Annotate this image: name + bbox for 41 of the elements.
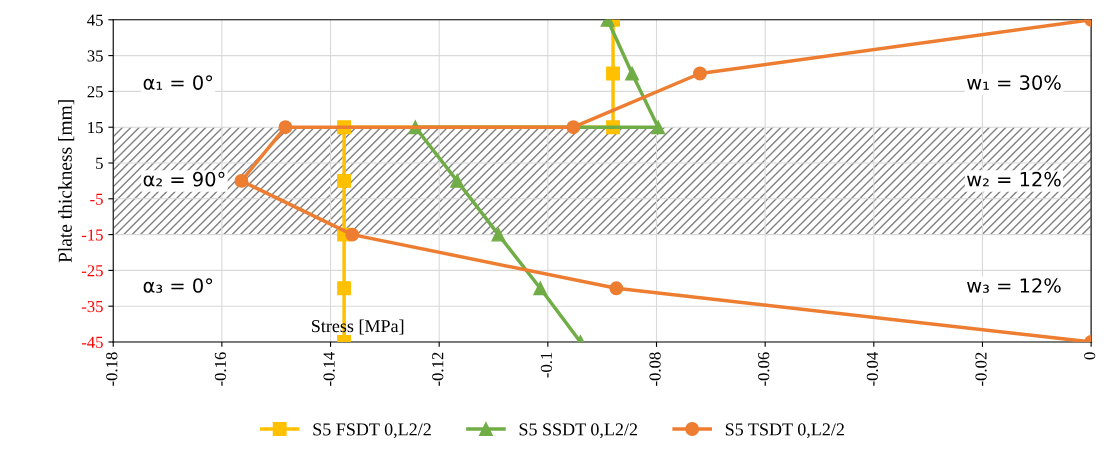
x-tick-label: -0.12 bbox=[432, 352, 444, 386]
x-tick-label: -0.14 bbox=[323, 351, 335, 386]
annotation: α₃ = 0° bbox=[143, 278, 213, 293]
point bbox=[234, 173, 249, 188]
legend-label: S5 TSDT 0,L2/2 bbox=[725, 423, 844, 439]
legend-label: S5 FSDT 0,L2/2 bbox=[313, 423, 431, 439]
y-tick-label: -15 bbox=[81, 229, 103, 241]
point bbox=[278, 120, 293, 135]
x-tick-label: -0.06 bbox=[758, 352, 770, 386]
point bbox=[693, 66, 707, 81]
y-tick-label: 45 bbox=[87, 14, 103, 26]
y-tick-label: -45 bbox=[81, 336, 103, 348]
point bbox=[625, 66, 640, 81]
point bbox=[491, 227, 506, 242]
x-tick-label: -0.02 bbox=[975, 352, 987, 386]
x-tick-label: -0.08 bbox=[649, 352, 661, 386]
point bbox=[450, 173, 465, 188]
y-tick-label: -35 bbox=[81, 300, 103, 313]
point bbox=[606, 66, 620, 81]
x-tick-label: -0.1 bbox=[540, 352, 553, 378]
annotation: α₂ = 90° bbox=[143, 171, 225, 187]
y-tick-label: -25 bbox=[81, 265, 103, 277]
annotation: w₃ = 12% bbox=[967, 278, 1061, 293]
y-tick-label: 15 bbox=[88, 121, 103, 134]
x-tick-label: -0.16 bbox=[214, 352, 227, 386]
point bbox=[651, 120, 666, 135]
annotation: α₁ = 0° bbox=[143, 75, 213, 90]
annotation: w₂ = 12% bbox=[967, 171, 1061, 187]
annotation: w₁ = 30% bbox=[967, 75, 1061, 90]
point bbox=[345, 227, 360, 242]
y-tick-label: -5 bbox=[90, 193, 103, 205]
x-tick-label: 0 bbox=[1084, 352, 1096, 360]
legend-label: S5 SSDT 0,L2/2 bbox=[519, 423, 638, 439]
y-tick-label: 5 bbox=[96, 157, 103, 169]
y-tick-label: 25 bbox=[87, 86, 103, 98]
y-axis-title: Plate thickness [mm] bbox=[58, 100, 75, 263]
point bbox=[566, 120, 581, 135]
x-tick-label: -0.04 bbox=[866, 351, 879, 386]
x-tick-label: -0.18 bbox=[106, 352, 118, 386]
y-tick-label: 35 bbox=[87, 50, 103, 62]
point bbox=[337, 173, 352, 188]
